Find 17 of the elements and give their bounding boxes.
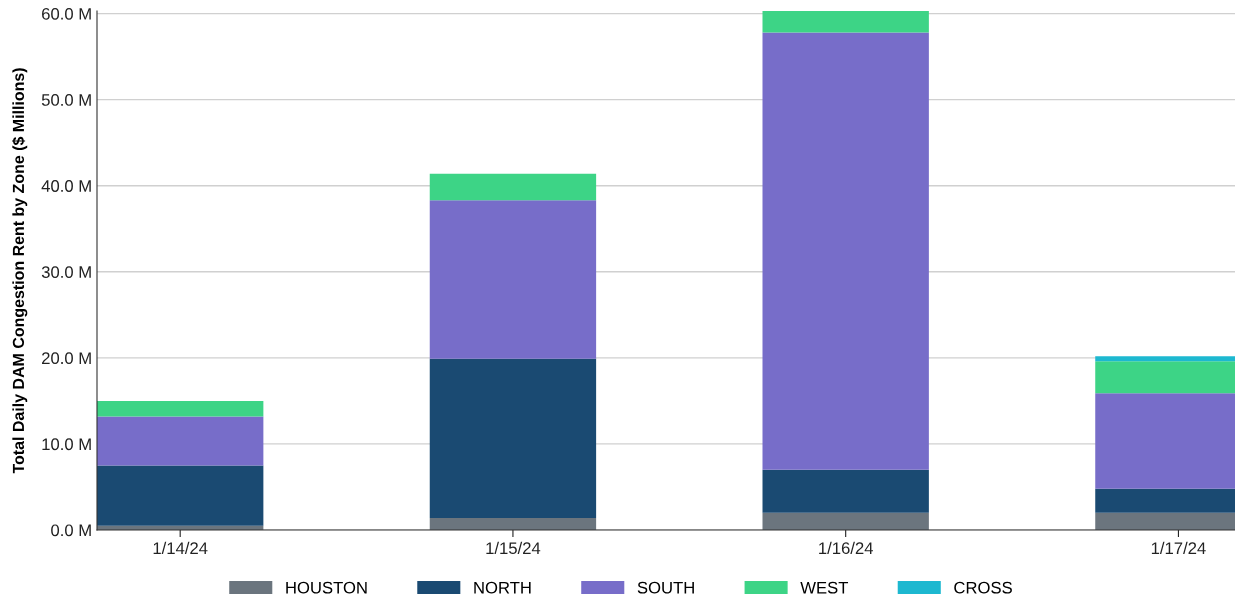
y-tick-label: 40.0 M (41, 180, 91, 192)
legend-label: WEST (800, 581, 849, 594)
legend-label: CROSS (954, 581, 1012, 594)
x-tick-label: 1/17/24 (1151, 541, 1206, 555)
x-tick-label: 1/16/24 (819, 541, 873, 555)
legend-label: HOUSTON (286, 581, 367, 594)
y-tick-label: 60.0 M (42, 7, 91, 20)
y-tick-label: 0.0 M (51, 524, 91, 537)
y-tick-label: 10.0 M (42, 438, 91, 451)
y-axis-title: Total Daily DAM Congestion Rent by Zone ($ Millions) (12, 68, 28, 474)
legend-label: NORTH (474, 581, 531, 594)
legend-label: SOUTH (637, 581, 694, 594)
y-tick-label: 20.0 M (42, 352, 91, 365)
y-tick-label: 30.0 M (41, 266, 91, 278)
y-tick-label: 50.0 M (41, 94, 91, 106)
x-tick-label: 1/15/24 (486, 541, 541, 555)
x-tick-label: 1/14/24 (153, 541, 208, 555)
